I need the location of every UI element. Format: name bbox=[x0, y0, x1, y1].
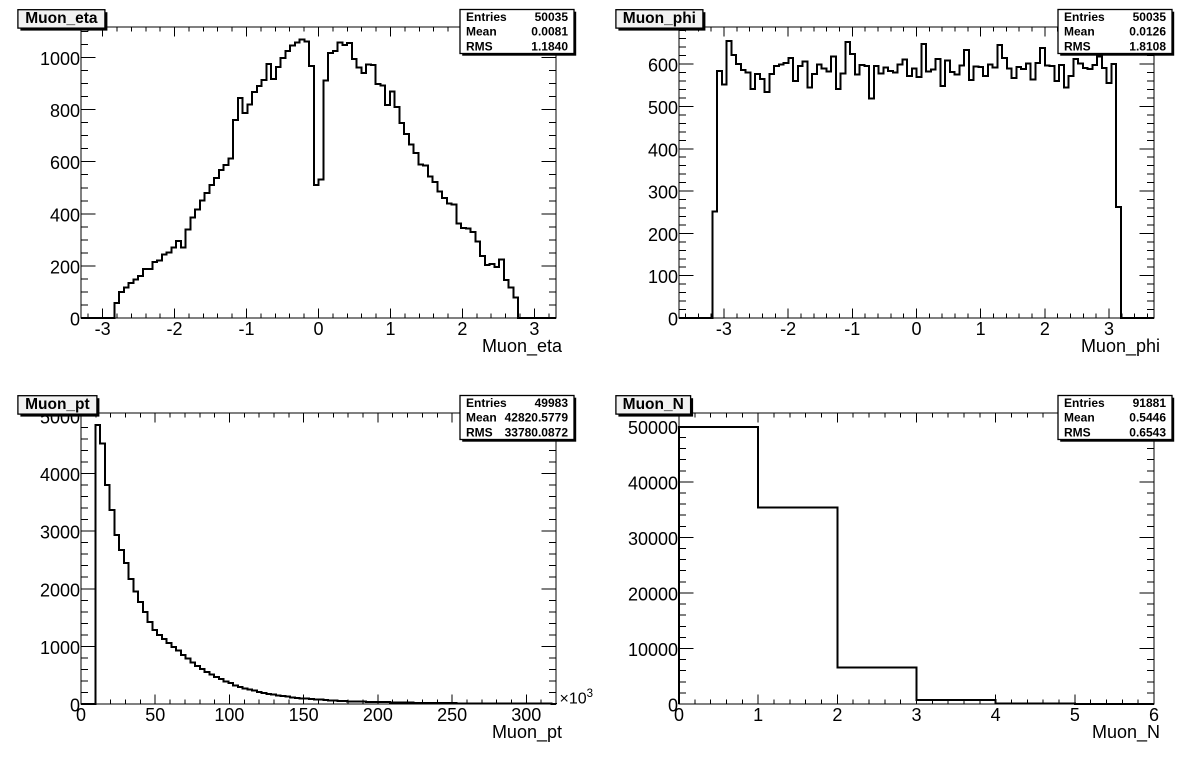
svg-text:300: 300 bbox=[648, 183, 678, 203]
svg-text:3: 3 bbox=[529, 319, 539, 339]
svg-text:Mean: Mean bbox=[466, 411, 497, 425]
svg-text:2000: 2000 bbox=[40, 580, 80, 600]
svg-text:0: 0 bbox=[76, 705, 86, 725]
svg-text:2: 2 bbox=[1040, 319, 1050, 339]
svg-text:600: 600 bbox=[50, 153, 80, 173]
svg-text:40000: 40000 bbox=[628, 473, 678, 493]
svg-text:400: 400 bbox=[648, 140, 678, 160]
svg-text:-2: -2 bbox=[167, 319, 183, 339]
svg-text:100: 100 bbox=[648, 267, 678, 287]
svg-text:0: 0 bbox=[313, 319, 323, 339]
svg-text:2: 2 bbox=[457, 319, 467, 339]
svg-text:42820.5779: 42820.5779 bbox=[505, 411, 569, 425]
svg-text:RMS: RMS bbox=[466, 425, 493, 439]
svg-text:-3: -3 bbox=[95, 319, 111, 339]
svg-text:Entries: Entries bbox=[1064, 10, 1105, 24]
svg-text:4000: 4000 bbox=[40, 465, 80, 485]
svg-text:0: 0 bbox=[668, 696, 678, 716]
svg-text:Mean: Mean bbox=[466, 25, 497, 39]
svg-text:50035: 50035 bbox=[535, 10, 569, 24]
svg-text:50000: 50000 bbox=[628, 418, 678, 438]
svg-text:1000: 1000 bbox=[40, 638, 80, 658]
svg-text:600: 600 bbox=[648, 56, 678, 76]
svg-text:3000: 3000 bbox=[40, 523, 80, 543]
svg-text:0: 0 bbox=[674, 705, 684, 725]
svg-text:Muon_eta: Muon_eta bbox=[25, 10, 98, 27]
svg-text:1: 1 bbox=[976, 319, 986, 339]
svg-text:30000: 30000 bbox=[628, 529, 678, 549]
svg-text:0: 0 bbox=[70, 696, 80, 716]
svg-text:5: 5 bbox=[1070, 705, 1080, 725]
svg-text:1.1840: 1.1840 bbox=[531, 39, 568, 53]
svg-text:-1: -1 bbox=[239, 319, 255, 339]
svg-text:1.8108: 1.8108 bbox=[1129, 39, 1166, 53]
svg-text:Muon_pt: Muon_pt bbox=[492, 722, 562, 743]
svg-text:-1: -1 bbox=[844, 319, 860, 339]
svg-text:0.0081: 0.0081 bbox=[531, 25, 568, 39]
svg-text:3: 3 bbox=[1104, 319, 1114, 339]
svg-text:250: 250 bbox=[437, 705, 467, 725]
svg-text:Mean: Mean bbox=[1064, 25, 1095, 39]
svg-text:0: 0 bbox=[911, 319, 921, 339]
svg-text:400: 400 bbox=[50, 205, 80, 225]
svg-text:50: 50 bbox=[145, 705, 165, 725]
svg-text:50035: 50035 bbox=[1133, 10, 1167, 24]
svg-text:0.0126: 0.0126 bbox=[1129, 25, 1166, 39]
svg-text:RMS: RMS bbox=[1064, 425, 1091, 439]
svg-text:200: 200 bbox=[648, 225, 678, 245]
svg-text:100: 100 bbox=[214, 705, 244, 725]
svg-text:0: 0 bbox=[70, 310, 80, 330]
svg-text:Entries: Entries bbox=[466, 10, 507, 24]
svg-text:Muon_pt: Muon_pt bbox=[25, 396, 90, 413]
svg-text:91881: 91881 bbox=[1133, 396, 1167, 410]
svg-text:Muon_eta: Muon_eta bbox=[482, 336, 563, 357]
svg-text:×103: ×103 bbox=[560, 688, 594, 708]
svg-text:1000: 1000 bbox=[40, 49, 80, 69]
svg-text:1: 1 bbox=[385, 319, 395, 339]
svg-text:-3: -3 bbox=[716, 319, 732, 339]
svg-text:Mean: Mean bbox=[1064, 411, 1095, 425]
svg-text:200: 200 bbox=[50, 257, 80, 277]
svg-text:RMS: RMS bbox=[1064, 39, 1091, 53]
svg-text:3: 3 bbox=[911, 705, 921, 725]
svg-text:0.6543: 0.6543 bbox=[1129, 425, 1166, 439]
svg-text:300: 300 bbox=[511, 705, 541, 725]
svg-text:33780.0872: 33780.0872 bbox=[505, 425, 569, 439]
svg-text:20000: 20000 bbox=[628, 584, 678, 604]
svg-text:200: 200 bbox=[363, 705, 393, 725]
svg-text:0.5446: 0.5446 bbox=[1129, 411, 1166, 425]
svg-text:1: 1 bbox=[753, 705, 763, 725]
svg-text:2: 2 bbox=[832, 705, 842, 725]
svg-text:-2: -2 bbox=[780, 319, 796, 339]
svg-text:Muon_N: Muon_N bbox=[623, 396, 684, 413]
svg-text:Entries: Entries bbox=[1064, 396, 1105, 410]
svg-text:800: 800 bbox=[50, 101, 80, 121]
svg-text:500: 500 bbox=[648, 98, 678, 118]
svg-text:Muon_phi: Muon_phi bbox=[623, 10, 696, 27]
svg-text:Muon_phi: Muon_phi bbox=[1081, 336, 1160, 357]
svg-text:0: 0 bbox=[668, 310, 678, 330]
svg-text:10000: 10000 bbox=[628, 640, 678, 660]
svg-text:150: 150 bbox=[289, 705, 319, 725]
svg-text:49983: 49983 bbox=[535, 396, 569, 410]
svg-text:Muon_N: Muon_N bbox=[1092, 722, 1160, 743]
svg-text:Entries: Entries bbox=[466, 396, 507, 410]
svg-text:4: 4 bbox=[991, 705, 1001, 725]
svg-text:RMS: RMS bbox=[466, 39, 493, 53]
svg-text:6: 6 bbox=[1149, 705, 1159, 725]
